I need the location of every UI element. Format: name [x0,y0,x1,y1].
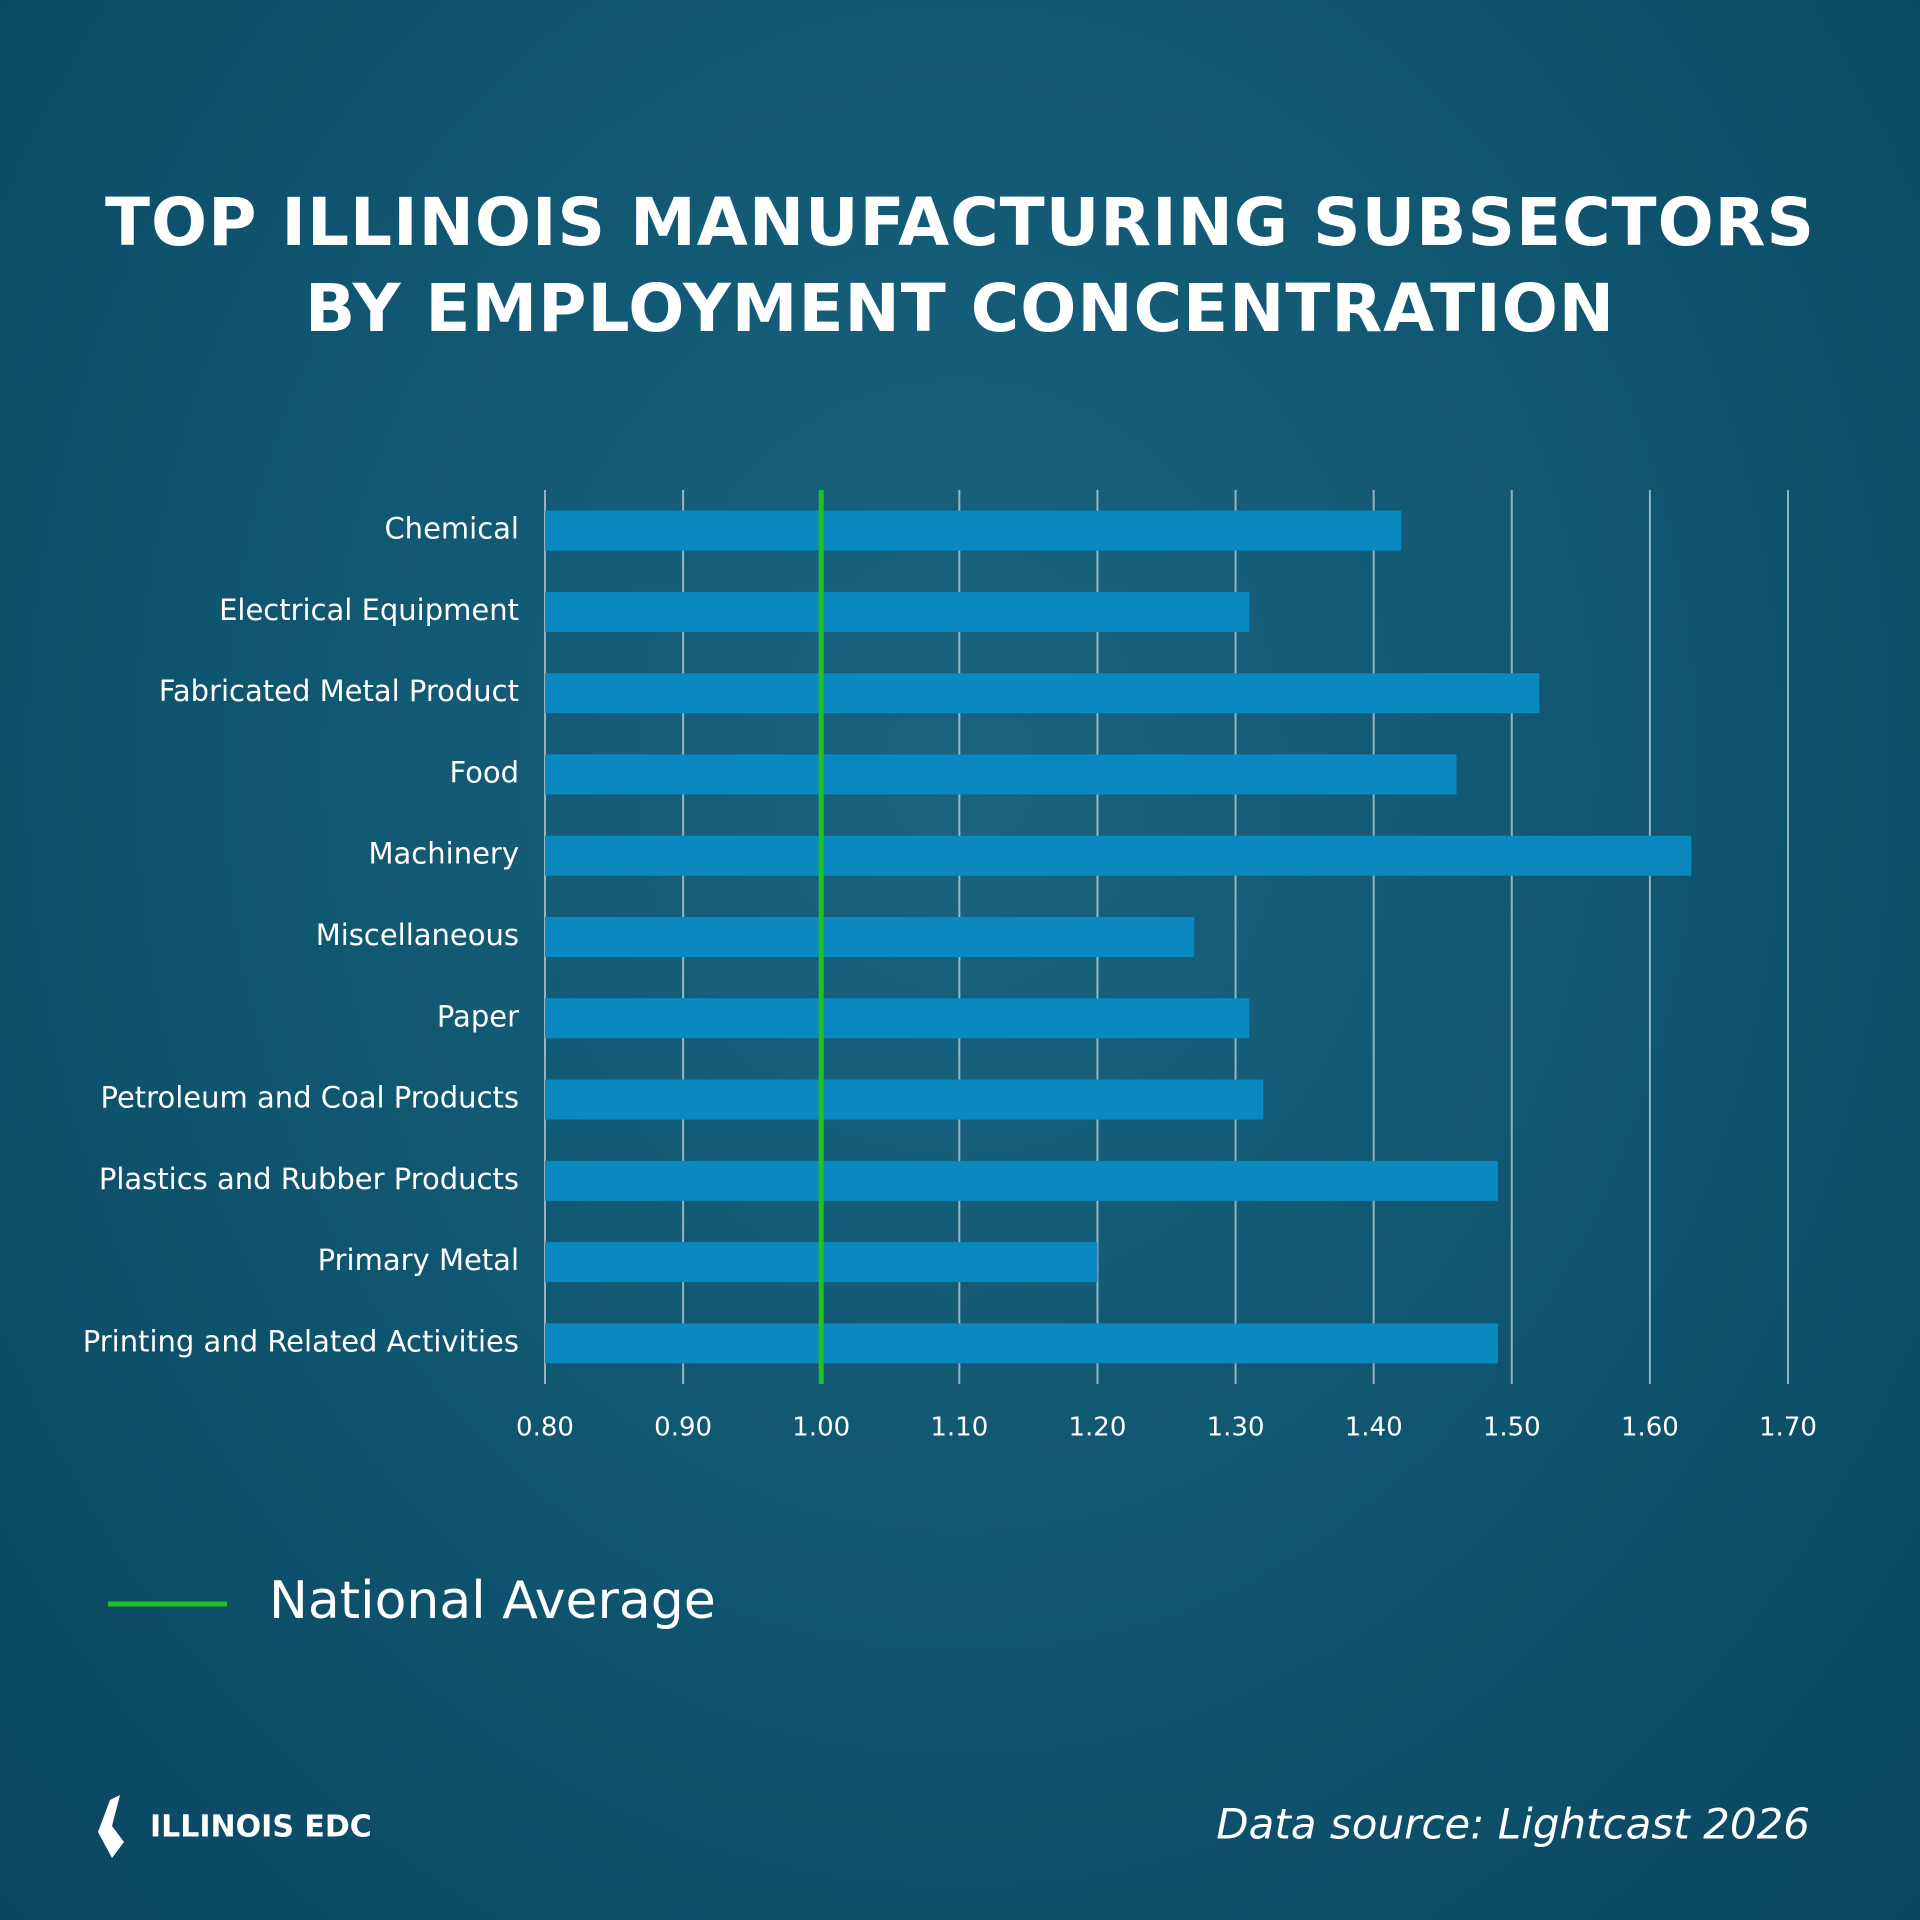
legend-label: National Average [269,1571,716,1631]
x-tick-label: 1.40 [1345,1413,1403,1443]
y-tick-label: Machinery [369,837,519,871]
y-tick-label: Primary Metal [318,1243,519,1277]
y-tick-label: Chemical [384,512,519,546]
bar [545,591,1250,632]
bar [545,754,1457,795]
x-tick-label: 1.60 [1621,1413,1679,1443]
bar [545,1323,1498,1364]
y-tick-label: Paper [437,999,519,1033]
y-tick-label: Printing and Related Activities [83,1324,519,1358]
x-tick-label: 1.20 [1068,1413,1126,1443]
bar [545,998,1250,1039]
x-tick-label: 1.50 [1483,1413,1541,1443]
bar [545,917,1195,957]
x-tick-label: 1.30 [1207,1413,1265,1443]
y-tick-label: Food [449,755,519,789]
y-tick-label: Electrical Equipment [219,593,519,627]
bar [545,1160,1498,1201]
y-tick-label: Miscellaneous [316,918,519,952]
y-tick-label: Petroleum and Coal Products [101,1081,519,1115]
y-tick-label: Plastics and Rubber Products [99,1162,519,1196]
source-note: Data source: Lightcast 2026 [1216,1800,1810,1849]
chart-title: TOP ILLINOIS MANUFACTURING SUBSECTORS BY… [104,184,1816,347]
logo-text: ILLINOIS EDC [150,1810,372,1845]
bar [545,835,1692,876]
x-tick-label: 1.70 [1759,1413,1817,1443]
x-tick-label: 1.00 [792,1413,850,1443]
logo-icon [98,1795,124,1858]
y-tick-label: Fabricated Metal Product [159,674,519,708]
x-tick-label: 0.80 [516,1413,574,1443]
bar [545,673,1540,714]
x-tick-label: 1.10 [930,1413,988,1443]
x-tick-label: 0.90 [654,1413,712,1443]
bar [545,1079,1264,1120]
bar [545,510,1402,551]
